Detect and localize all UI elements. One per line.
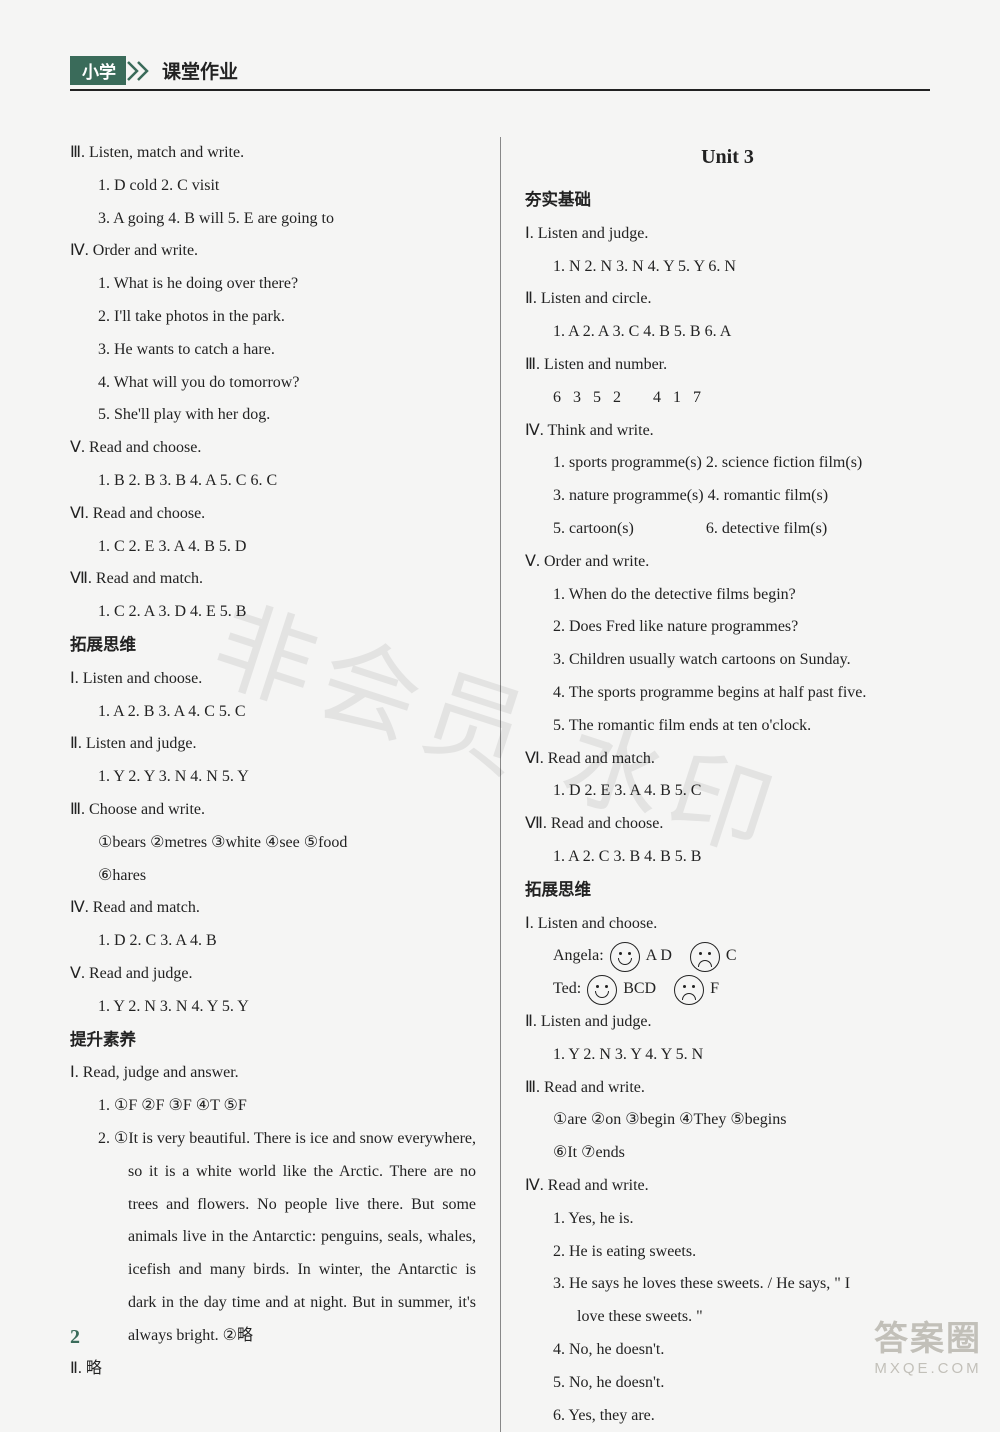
sad-face-icon xyxy=(674,975,704,1005)
answer-line: 3. A going 4. B will 5. E are going to xyxy=(70,203,476,236)
section-heading: Ⅲ. Listen, match and write. xyxy=(70,137,476,170)
section-heading: Ⅶ. Read and choose. xyxy=(525,808,930,841)
section-heading: Ⅱ. Listen and judge. xyxy=(525,1006,930,1039)
answer-line: 1. sports programme(s) 2. science fictio… xyxy=(525,447,930,480)
right-column: Unit 3 夯实基础 Ⅰ. Listen and judge. 1. N 2.… xyxy=(500,137,930,1432)
answer-line: 1. D 2. C 3. A 4. B xyxy=(70,925,476,958)
left-column: Ⅲ. Listen, match and write. 1. D cold 2.… xyxy=(70,137,500,1432)
subsection-heading: 提升素养 xyxy=(70,1024,476,1058)
answer-line: 1. C 2. A 3. D 4. E 5. B xyxy=(70,596,476,629)
subsection-heading: 拓展思维 xyxy=(70,629,476,663)
answer-paragraph: 2. ①It is very beautiful. There is ice a… xyxy=(70,1123,476,1353)
answer-text: A D xyxy=(646,940,672,973)
answer-line: 1. Yes, he is. xyxy=(525,1203,930,1236)
answer-text: C xyxy=(726,940,737,973)
answer-line: ①are ②on ③begin ④They ⑤begins xyxy=(525,1104,930,1137)
header-badge: 小学 xyxy=(70,56,126,85)
section-heading: Ⅵ. Read and choose. xyxy=(70,498,476,531)
answer-line: 1. ①F ②F ③F ④T ⑤F xyxy=(70,1090,476,1123)
header-title: 课堂作业 xyxy=(162,57,238,84)
answer-line: 1. Y 2. Y 3. N 4. N 5. Y xyxy=(70,761,476,794)
section-heading: Ⅴ. Read and judge. xyxy=(70,958,476,991)
subsection-heading: 拓展思维 xyxy=(525,874,930,908)
sad-face-icon xyxy=(690,942,720,972)
section-heading: Ⅲ. Read and write. xyxy=(525,1072,930,1105)
face-answer-row: Angela: A D C xyxy=(525,940,930,973)
page-header: 小学 课堂作业 xyxy=(70,56,930,91)
section-heading: Ⅱ. 略 xyxy=(70,1353,476,1386)
section-heading: Ⅳ. Think and write. xyxy=(525,415,930,448)
answer-line: 5. No, he doesn't. xyxy=(525,1367,930,1400)
answer-line: ⑥hares xyxy=(70,860,476,893)
chevron-icon xyxy=(126,60,154,82)
answer-line: 3. nature programme(s) 4. romantic film(… xyxy=(525,480,930,513)
corner-logo: 答案圈 MXQE.COM xyxy=(874,1311,982,1377)
section-heading: Ⅵ. Read and match. xyxy=(525,743,930,776)
section-heading: Ⅰ. Read, judge and answer. xyxy=(70,1057,476,1090)
section-heading: Ⅶ. Read and match. xyxy=(70,563,476,596)
subsection-heading: 夯实基础 xyxy=(525,184,930,218)
answer-line: ⑥It ⑦ends xyxy=(525,1137,930,1170)
section-heading: Ⅴ. Order and write. xyxy=(525,546,930,579)
answer-line: 1. When do the detective films begin? xyxy=(525,579,930,612)
answer-line: 4. What will you do tomorrow? xyxy=(70,367,476,400)
unit-title: Unit 3 xyxy=(525,137,930,178)
section-heading: Ⅴ. Read and choose. xyxy=(70,432,476,465)
section-heading: Ⅰ. Listen and choose. xyxy=(525,908,930,941)
answer-line: 1. B 2. B 3. B 4. A 5. C 6. C xyxy=(70,465,476,498)
smile-face-icon xyxy=(587,975,617,1005)
page: 小学 课堂作业 Ⅲ. Listen, match and write. 1. D… xyxy=(0,0,1000,1391)
section-heading: Ⅰ. Listen and judge. xyxy=(525,218,930,251)
smile-face-icon xyxy=(610,942,640,972)
section-heading: Ⅰ. Listen and choose. xyxy=(70,663,476,696)
answer-line: 1. Y 2. N 3. Y 4. Y 5. N xyxy=(525,1039,930,1072)
answer-line: 1. A 2. C 3. B 4. B 5. B xyxy=(525,841,930,874)
answer-line: 5. The romantic film ends at ten o'clock… xyxy=(525,710,930,743)
section-heading: Ⅳ. Read and match. xyxy=(70,892,476,925)
answer-line: 3. He says he loves these sweets. / He s… xyxy=(525,1268,930,1301)
answer-line: ①bears ②metres ③white ④see ⑤food xyxy=(70,827,476,860)
section-heading: Ⅱ. Listen and judge. xyxy=(70,728,476,761)
answer-line: 1. C 2. E 3. A 4. B 5. D xyxy=(70,531,476,564)
answer-line: 1. N 2. N 3. N 4. Y 5. Y 6. N xyxy=(525,251,930,284)
logo-url: MXQE.COM xyxy=(874,1360,982,1377)
face-answer-row: Ted: BCD F xyxy=(525,973,930,1006)
person-label: Angela: xyxy=(553,940,604,973)
answer-line: 3. Children usually watch cartoons on Su… xyxy=(525,644,930,677)
logo-text: 答案圈 xyxy=(874,1311,982,1360)
content-columns: Ⅲ. Listen, match and write. 1. D cold 2.… xyxy=(70,137,930,1432)
section-heading: Ⅱ. Listen and circle. xyxy=(525,283,930,316)
answer-line: 5. She'll play with her dog. xyxy=(70,399,476,432)
answer-line: 5. cartoon(s) 6. detective film(s) xyxy=(525,513,930,546)
answer-text: BCD xyxy=(623,973,656,1006)
answer-line: 1. Y 2. N 3. N 4. Y 5. Y xyxy=(70,991,476,1024)
answer-line: 4. The sports programme begins at half p… xyxy=(525,677,930,710)
answer-line: 1. What is he doing over there? xyxy=(70,268,476,301)
section-heading: Ⅳ. Order and write. xyxy=(70,235,476,268)
section-heading: Ⅳ. Read and write. xyxy=(525,1170,930,1203)
answer-line: 6 3 5 2 4 1 7 xyxy=(525,382,930,415)
answer-line: 2. He is eating sweets. xyxy=(525,1236,930,1269)
section-heading: Ⅲ. Choose and write. xyxy=(70,794,476,827)
answer-line: love these sweets. " xyxy=(525,1301,930,1334)
section-heading: Ⅲ. Listen and number. xyxy=(525,349,930,382)
answer-line: 1. A 2. B 3. A 4. C 5. C xyxy=(70,696,476,729)
person-label: Ted: xyxy=(553,973,581,1006)
answer-line: 4. No, he doesn't. xyxy=(525,1334,930,1367)
answer-line: 1. D cold 2. C visit xyxy=(70,170,476,203)
answer-text: F xyxy=(710,973,719,1006)
answer-line: 1. D 2. E 3. A 4. B 5. C xyxy=(525,775,930,808)
answer-line: 2. Does Fred like nature programmes? xyxy=(525,611,930,644)
page-number: 2 xyxy=(70,1326,80,1349)
answer-line: 6. Yes, they are. xyxy=(525,1400,930,1432)
answer-line: 3. He wants to catch a hare. xyxy=(70,334,476,367)
answer-line: 1. A 2. A 3. C 4. B 5. B 6. A xyxy=(525,316,930,349)
answer-line: 2. I'll take photos in the park. xyxy=(70,301,476,334)
